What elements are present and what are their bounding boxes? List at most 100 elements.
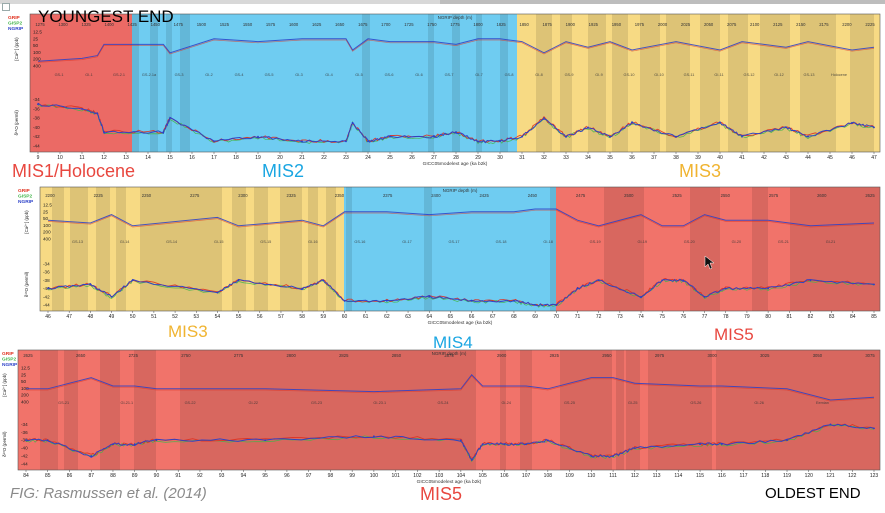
age-tick-0-21: 30 <box>497 155 503 161</box>
depth-tick-2-7: 2850 <box>392 353 402 358</box>
stadial-shade-0-4 <box>362 14 370 152</box>
event-label-0-12: GI-6 <box>415 73 422 77</box>
stadial-shade-0-18 <box>800 14 836 152</box>
age-tick-2-3: 87 <box>88 473 94 479</box>
age-tick-0-27: 36 <box>629 155 635 161</box>
age-tick-0-35: 44 <box>805 155 811 161</box>
stadial-shade-0-1 <box>150 14 158 152</box>
depth-tick-0-33: 2150 <box>796 22 806 27</box>
ca-tick-2-2: 50 <box>21 379 27 384</box>
stage-label-0-2: MIS3 <box>679 161 721 181</box>
depth-tick-2-5: 2800 <box>286 353 296 358</box>
age-tick-2-8: 92 <box>197 473 203 479</box>
stage-label-1-2: MIS5 <box>714 325 754 344</box>
event-label-1-12: GI-19 <box>637 240 647 244</box>
stadial-shade-2-4 <box>180 350 476 470</box>
depth-tick-0-31: 2100 <box>750 22 760 27</box>
d18o-axis-label-0: δ¹⁸O (permil) <box>14 110 19 136</box>
event-label-2-3: GI-22 <box>249 401 259 405</box>
event-label-0-23: GS-12 <box>744 73 755 77</box>
age-tick-0-2: 11 <box>79 155 84 161</box>
d18o-point-2-19 <box>786 439 788 442</box>
age-tick-1-24: 70 <box>554 314 560 320</box>
window-corner-icon <box>2 3 10 11</box>
event-label-0-10: GI-5 <box>355 73 362 77</box>
ca-tick-0-3: 100 <box>33 50 41 55</box>
stage-band-0-1 <box>132 14 517 152</box>
ca-tick-2-0: 12.5 <box>21 366 30 371</box>
stadial-shade-0-9 <box>536 14 552 152</box>
d18o-point-2-6 <box>264 439 267 442</box>
age-tick-2-0: 84 <box>23 473 29 479</box>
d18o-tick-0-0: -34 <box>33 97 40 102</box>
d18o-point-2-11 <box>503 443 506 446</box>
stadial-shade-0-15 <box>700 14 720 152</box>
ca-tick-0-0: 12.5 <box>33 30 42 35</box>
ca-tick-1-4: 200 <box>43 230 51 235</box>
age-tick-1-25: 71 <box>575 314 581 320</box>
age-tick-1-9: 55 <box>236 314 242 320</box>
event-label-1-7: GI-17 <box>402 240 412 244</box>
event-label-1-14: GI-20 <box>732 240 742 244</box>
stage-label-0-1: MIS2 <box>262 161 304 181</box>
event-label-1-16: GI-21 <box>826 240 836 244</box>
depth-tick-2-10: 2925 <box>550 353 560 358</box>
event-label-1-4: GS-15 <box>260 240 271 244</box>
depth-tick-0-6: 1475 <box>174 22 184 27</box>
age-tick-1-28: 74 <box>638 314 644 320</box>
d18o-point-1-4 <box>216 291 219 294</box>
age-tick-1-31: 77 <box>702 314 708 320</box>
stadial-shade-0-10 <box>560 14 572 152</box>
d18o-point-0-19 <box>565 135 567 138</box>
depth-tick-0-15: 1700 <box>381 22 391 27</box>
stage-label-2-0: MIS5 <box>420 484 462 504</box>
d18o-point-1-9 <box>385 299 388 302</box>
legend-ngrip-2: NGRIP <box>2 362 18 368</box>
d18o-point-1-5 <box>237 279 240 282</box>
age-tick-1-33: 79 <box>744 314 750 320</box>
d18o-point-0-8 <box>301 140 303 143</box>
d18o-point-0-26 <box>785 126 787 129</box>
mouse-cursor-icon <box>704 255 715 270</box>
age-tick-2-2: 86 <box>67 473 73 479</box>
depth-axis-title-0: NGRIP depth (m) <box>438 15 473 20</box>
age-tick-0-4: 13 <box>123 155 129 161</box>
age-tick-2-5: 89 <box>132 473 138 479</box>
age-tick-1-37: 83 <box>829 314 835 320</box>
d18o-point-0-15 <box>477 140 479 143</box>
age-tick-2-18: 102 <box>413 473 422 479</box>
depth-tick-1-4: 2300 <box>238 193 248 198</box>
depth-tick-0-8: 1525 <box>220 22 230 27</box>
d18o-point-0-28 <box>851 121 853 124</box>
age-tick-2-27: 111 <box>609 473 617 479</box>
age-tick-1-21: 67 <box>490 314 496 320</box>
stadial-shade-0-8 <box>500 14 508 152</box>
stadial-shade-1-15 <box>752 187 768 311</box>
age-tick-2-11: 95 <box>262 473 268 479</box>
depth-tick-0-3: 1400 <box>105 22 115 27</box>
age-tick-0-12: 21 <box>299 155 305 161</box>
depth-tick-0-30: 2075 <box>727 22 737 27</box>
depth-tick-1-5: 2325 <box>287 193 297 198</box>
depth-tick-1-2: 2250 <box>142 193 152 198</box>
event-label-0-16: GI-8 <box>535 73 542 77</box>
d18o-point-0-27 <box>807 135 809 138</box>
event-label-0-20: GI-10 <box>654 73 664 77</box>
age-tick-0-10: 19 <box>255 155 261 161</box>
age-tick-2-31: 115 <box>696 473 704 479</box>
ca-axis-label-0: [Ca²⁺] (ppb) <box>14 37 19 61</box>
stadial-shade-2-9 <box>626 350 640 470</box>
stage-band-1-0 <box>40 187 344 311</box>
d18o-point-0-25 <box>741 135 743 138</box>
stadial-shade-1-11 <box>424 187 432 311</box>
stage-label-1-0: MIS3 <box>168 322 208 341</box>
age-tick-1-4: 50 <box>130 314 136 320</box>
d18o-point-1-17 <box>640 295 642 298</box>
age-tick-1-14: 60 <box>342 314 348 320</box>
depth-tick-1-1: 2225 <box>94 193 104 198</box>
stadial-shade-0-16 <box>728 14 748 152</box>
stadial-shade-1-10 <box>346 187 352 311</box>
stadial-shade-1-12 <box>550 187 556 311</box>
event-label-0-6: GS-4 <box>235 73 244 77</box>
